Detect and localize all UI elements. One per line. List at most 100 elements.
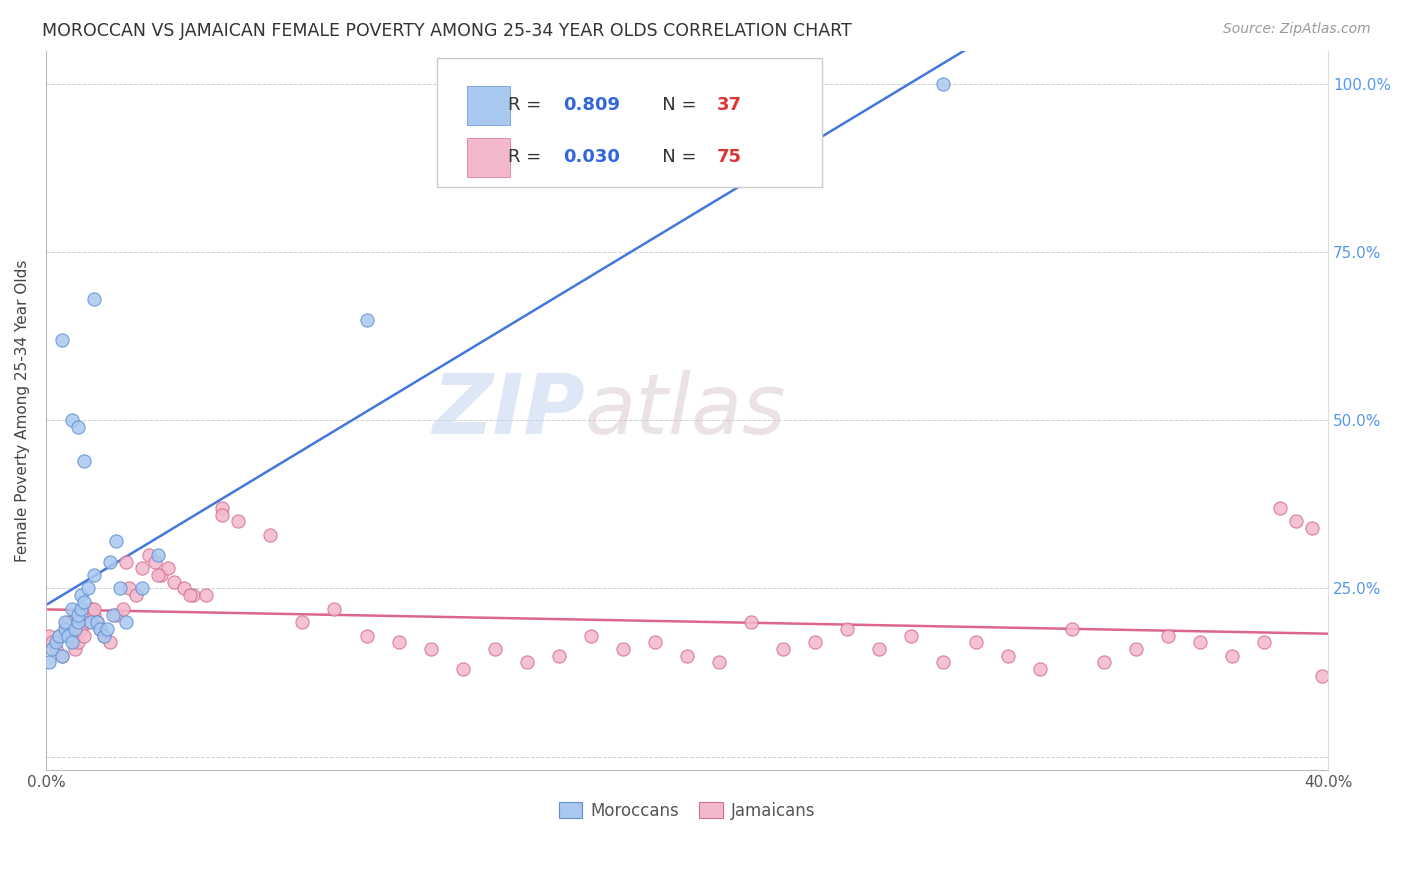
- Point: [125, 588, 148, 602]
- Point: [73, 595, 96, 609]
- Point: [58, 615, 80, 629]
- FancyBboxPatch shape: [467, 137, 510, 177]
- Point: [45, 642, 67, 657]
- Point: [837, 622, 859, 636]
- Point: [111, 601, 134, 615]
- Point: [118, 582, 141, 596]
- Point: [80, 615, 103, 629]
- Point: [1268, 500, 1291, 515]
- Point: [60, 628, 83, 642]
- Point: [105, 608, 128, 623]
- Point: [41, 642, 63, 657]
- Point: [1285, 514, 1308, 528]
- Point: [115, 555, 138, 569]
- Text: 75: 75: [717, 148, 741, 166]
- Point: [53, 622, 76, 636]
- Point: [131, 582, 153, 596]
- Point: [115, 615, 138, 629]
- Point: [86, 615, 108, 629]
- Point: [484, 642, 506, 657]
- Point: [163, 574, 186, 589]
- Point: [451, 662, 474, 676]
- Point: [38, 628, 60, 642]
- Point: [547, 648, 569, 663]
- Point: [291, 615, 314, 629]
- Text: 0.809: 0.809: [562, 96, 620, 114]
- Point: [96, 622, 118, 636]
- Point: [73, 454, 96, 468]
- Point: [63, 622, 86, 636]
- Point: [48, 628, 70, 642]
- Point: [150, 568, 173, 582]
- Point: [612, 642, 634, 657]
- Point: [70, 622, 93, 636]
- Point: [183, 588, 205, 602]
- Point: [98, 555, 121, 569]
- Point: [1301, 521, 1323, 535]
- Point: [48, 628, 70, 642]
- Legend: Moroccans, Jamaicans: Moroccans, Jamaicans: [553, 795, 823, 826]
- Point: [83, 608, 105, 623]
- Point: [900, 628, 922, 642]
- Point: [1220, 648, 1243, 663]
- Point: [146, 568, 169, 582]
- Point: [51, 648, 73, 663]
- Point: [356, 312, 378, 326]
- Point: [1188, 635, 1211, 649]
- Point: [932, 656, 955, 670]
- Point: [1157, 628, 1180, 642]
- Point: [997, 648, 1019, 663]
- Point: [387, 635, 409, 649]
- Point: [143, 555, 166, 569]
- Text: MOROCCAN VS JAMAICAN FEMALE POVERTY AMONG 25-34 YEAR OLDS CORRELATION CHART: MOROCCAN VS JAMAICAN FEMALE POVERTY AMON…: [42, 22, 852, 40]
- Point: [41, 635, 63, 649]
- Point: [676, 648, 699, 663]
- Text: ZIP: ZIP: [432, 370, 585, 450]
- Point: [76, 582, 98, 596]
- Text: atlas: atlas: [585, 370, 786, 450]
- Point: [644, 635, 666, 649]
- Point: [156, 561, 179, 575]
- Point: [66, 420, 89, 434]
- Point: [1028, 662, 1050, 676]
- Point: [1125, 642, 1147, 657]
- Point: [60, 601, 83, 615]
- Point: [80, 601, 103, 615]
- Point: [83, 293, 105, 307]
- Point: [772, 642, 794, 657]
- Point: [516, 656, 538, 670]
- Point: [804, 635, 827, 649]
- Point: [53, 615, 76, 629]
- Point: [1060, 622, 1083, 636]
- Point: [86, 615, 108, 629]
- Point: [60, 413, 83, 427]
- Point: [51, 333, 73, 347]
- Point: [73, 628, 96, 642]
- Point: [211, 508, 233, 522]
- Point: [103, 608, 125, 623]
- Point: [173, 582, 195, 596]
- Point: [93, 628, 115, 642]
- Point: [76, 615, 98, 629]
- Point: [868, 642, 890, 657]
- Point: [45, 635, 67, 649]
- Point: [60, 635, 83, 649]
- Point: [83, 568, 105, 582]
- Point: [932, 77, 955, 91]
- Point: [70, 588, 93, 602]
- Point: [83, 601, 105, 615]
- Point: [740, 615, 762, 629]
- Point: [1253, 635, 1275, 649]
- Point: [707, 656, 730, 670]
- Point: [66, 635, 89, 649]
- Point: [259, 527, 281, 541]
- Text: R =: R =: [508, 148, 547, 166]
- Point: [51, 648, 73, 663]
- Point: [66, 615, 89, 629]
- Point: [179, 588, 201, 602]
- Point: [93, 628, 115, 642]
- Point: [63, 642, 86, 657]
- Point: [89, 622, 111, 636]
- Point: [323, 601, 346, 615]
- Point: [211, 500, 233, 515]
